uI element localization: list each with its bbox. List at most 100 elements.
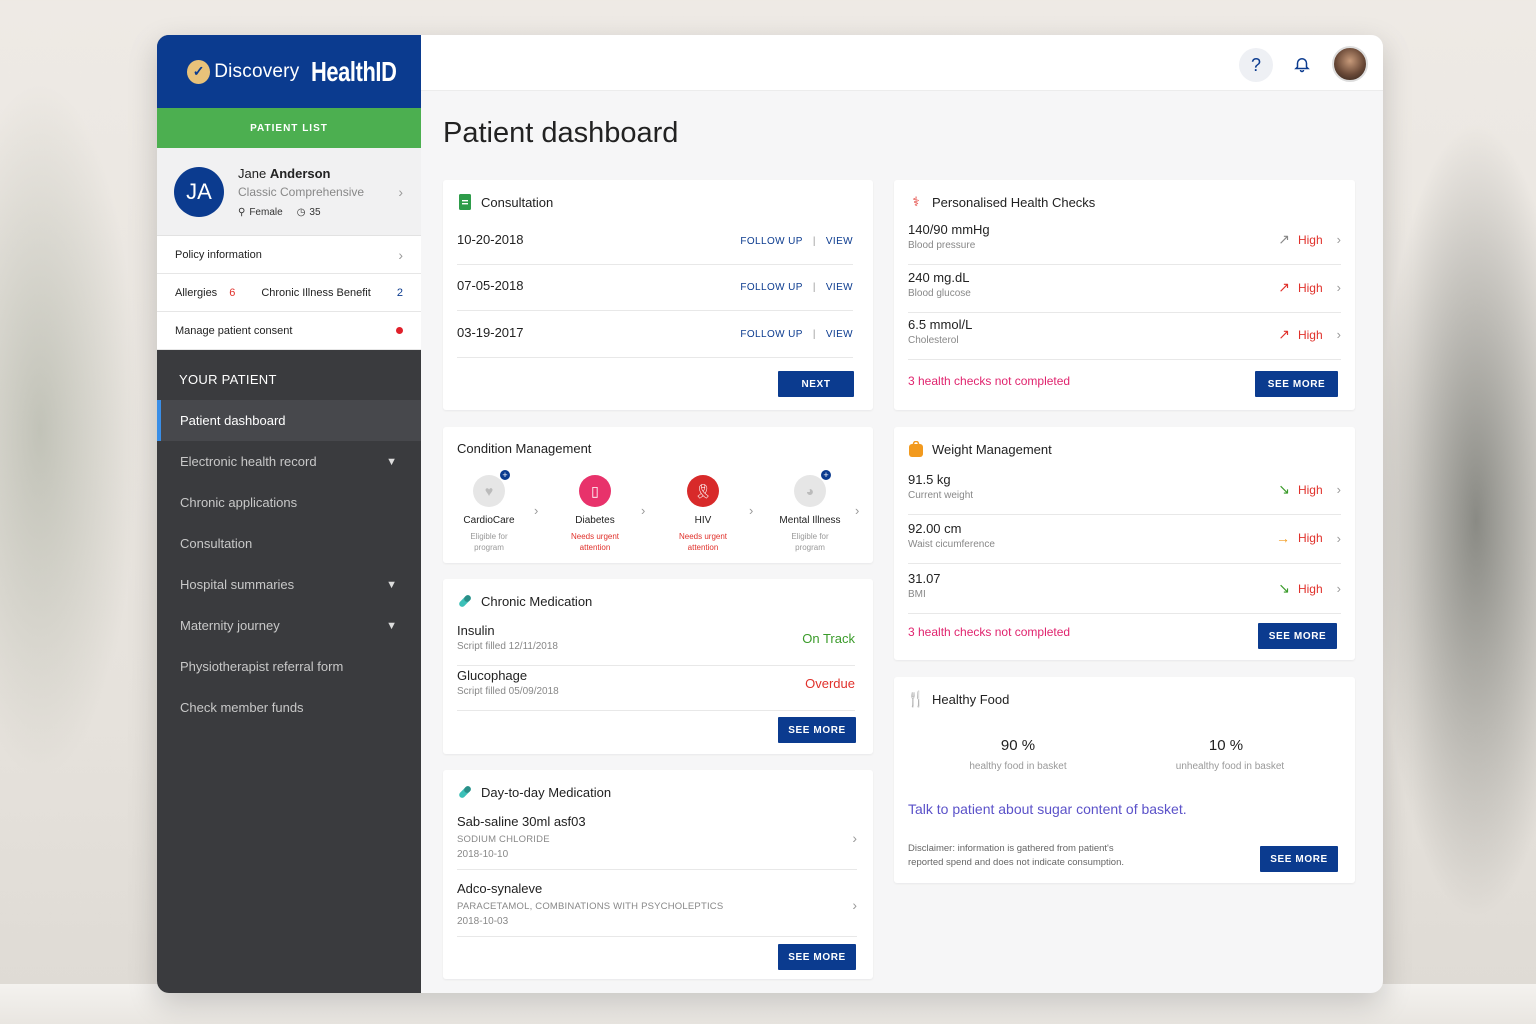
condition-title: Condition Management <box>457 441 592 456</box>
food-recommendation[interactable]: Talk to patient about sugar content of b… <box>908 801 1187 817</box>
patient-last-name: Anderson <box>269 165 331 181</box>
plus-icon: + <box>820 469 832 481</box>
app-window: ✓ Discovery HealthID PATIENT LIST JA Jan… <box>157 35 1383 993</box>
chevron-right-icon: › <box>1336 530 1341 546</box>
condition-cardiocare[interactable]: ♥ + CardioCare Eligible for program <box>443 469 535 553</box>
stethoscope-icon: ⚕ <box>912 194 920 209</box>
see-more-button[interactable]: SEE MORE <box>1255 371 1338 397</box>
brand-header[interactable]: ✓ Discovery HealthID <box>157 35 421 108</box>
view-link[interactable]: VIEW <box>825 236 853 247</box>
trend-down-icon: ↘ <box>1278 481 1290 497</box>
disclaimer-line: Disclaimer: information is gathered from… <box>908 843 1114 854</box>
status-text: High <box>1297 482 1323 497</box>
pill-icon <box>457 784 473 800</box>
nav-item-physiotherapist-referral[interactable]: Physiotherapist referral form <box>180 659 344 674</box>
weight-row[interactable]: 91.5 kg Current weight ↘ High › <box>908 468 1341 515</box>
document-icon <box>457 194 473 210</box>
follow-up-link[interactable]: FOLLOW UP <box>740 282 803 293</box>
see-more-button[interactable]: SEE MORE <box>778 944 856 970</box>
nav-item-consultation[interactable]: Consultation <box>180 536 253 551</box>
chevron-right-icon: › <box>852 897 857 913</box>
weight-label: BMI <box>908 589 926 600</box>
weight-value: 91.5 kg <box>908 472 951 487</box>
view-link[interactable]: VIEW <box>825 282 853 293</box>
allergies-chronic-row: Allergies 6 Chronic Illness Benefit 2 <box>157 274 421 312</box>
weight-label: Waist cicumference <box>908 539 995 550</box>
medication-row[interactable]: Adco-synaleve PARACETAMOL, COMBINATIONS … <box>457 881 857 937</box>
health-checks-not-completed[interactable]: 3 health checks not completed <box>908 374 1071 388</box>
nav-item-check-member-funds[interactable]: Check member funds <box>180 700 304 715</box>
status-text: High <box>1297 232 1323 247</box>
medication-name: Adco-synaleve <box>457 881 543 896</box>
condition-status-line: program <box>474 543 504 552</box>
medication-row[interactable]: Sab-saline 30ml asf03 SODIUM CHLORIDE 20… <box>457 814 857 870</box>
nav-item-patient-dashboard[interactable]: Patient dashboard <box>157 400 421 441</box>
see-more-button[interactable]: SEE MORE <box>1260 846 1338 872</box>
chronic-benefit-link[interactable]: Chronic Illness Benefit 2 <box>261 287 403 299</box>
patient-age: 35 <box>309 206 321 218</box>
condition-mental-illness[interactable]: ◕ + Mental Illness Eligible for program <box>764 469 856 553</box>
alert-dot <box>396 327 403 334</box>
follow-up-link[interactable]: FOLLOW UP <box>740 236 803 247</box>
condition-diabetes[interactable]: ▯ Diabetes Needs urgent attention <box>549 475 641 553</box>
follow-up-link[interactable]: FOLLOW UP <box>740 329 803 340</box>
chevron-right-icon: › <box>1336 327 1341 342</box>
weight-label: Current weight <box>908 490 974 501</box>
help-icon[interactable]: ? <box>1239 48 1273 82</box>
card-title: Chronic Medication <box>457 593 592 609</box>
consultation-date: 10-20-2018 <box>457 232 524 247</box>
weight-row[interactable]: 92.00 cm Waist cicumference → High › <box>908 517 1341 564</box>
chevron-right-icon: › <box>749 503 754 518</box>
allergies-count: 6 <box>229 286 236 299</box>
card-title: Condition Management <box>457 441 591 456</box>
view-link[interactable]: VIEW <box>825 329 853 340</box>
medication-ingredient: PARACETAMOL, COMBINATIONS WITH PSYCHOLEP… <box>457 901 724 912</box>
condition-status: Eligible for program <box>443 531 535 553</box>
see-more-button[interactable]: SEE MORE <box>778 717 856 743</box>
medication-name: Sab-saline 30ml asf03 <box>457 814 586 829</box>
health-check-row[interactable]: 240 mg.dL Blood glucose ↗ High › <box>908 266 1341 313</box>
unhealthy-food-percent: 10 % <box>1208 737 1244 754</box>
patient-gender: Female <box>249 206 283 218</box>
weight-not-completed[interactable]: 3 health checks not completed <box>908 625 1071 639</box>
nav-heading: YOUR PATIENT <box>179 372 277 387</box>
patient-card[interactable]: JA Jane Anderson Classic Comprehensive ⚲… <box>157 148 421 236</box>
condition-status: Needs urgent attention <box>657 531 749 553</box>
allergies-label: Allergies <box>175 286 218 299</box>
allergies-link[interactable]: Allergies 6 <box>175 287 235 299</box>
weight-value: 92.00 cm <box>908 521 962 536</box>
nav-label: Electronic health record <box>180 454 317 469</box>
consultation-date: 07-05-2018 <box>457 278 524 293</box>
patient-avatar: JA <box>174 166 224 217</box>
weight-row[interactable]: 31.07 BMI ↘ High › <box>908 567 1341 614</box>
health-checks-card: ⚕ Personalised Health Checks 140/90 mmHg… <box>894 180 1355 410</box>
condition-hiv[interactable]: 🎗 HIV Needs urgent attention <box>657 475 749 553</box>
day-to-day-medication-title: Day-to-day Medication <box>481 784 612 800</box>
nav-item-chronic-applications[interactable]: Chronic applications <box>180 495 298 510</box>
healthy-food-title: Healthy Food <box>932 691 1010 707</box>
notification-bell-icon[interactable] <box>1291 53 1313 75</box>
nav-item-maternity-journey[interactable]: Maternity journey ▼ <box>157 605 421 646</box>
patient-list-button[interactable]: PATIENT LIST <box>157 108 421 148</box>
condition-status-line: program <box>795 543 825 552</box>
health-check-row[interactable]: 6.5 mmol/L Cholesterol ↗ High › <box>908 313 1341 360</box>
chevron-right-icon: › <box>1336 280 1341 295</box>
next-button[interactable]: NEXT <box>778 371 854 397</box>
see-more-button[interactable]: SEE MORE <box>1258 623 1337 649</box>
policy-information-label: Policy information <box>175 248 262 261</box>
nav-item-hospital-summaries[interactable]: Hospital summaries ▼ <box>157 564 421 605</box>
healthy-food-percent: 90 % <box>1000 737 1036 754</box>
user-avatar[interactable] <box>1332 46 1368 82</box>
medication-row[interactable]: Glucophage Script filled 05/09/2018 Over… <box>457 666 855 711</box>
manage-consent-row[interactable]: Manage patient consent <box>157 312 421 350</box>
chevron-right-icon: › <box>398 246 403 263</box>
health-check-row[interactable]: 140/90 mmHg Blood pressure ↗ High › <box>908 218 1341 265</box>
policy-information-row[interactable]: Policy information › <box>157 236 421 274</box>
weight-scale-icon <box>908 441 924 457</box>
consultation-title: Consultation <box>481 194 554 210</box>
status-text: High <box>1297 280 1323 295</box>
location-pin-icon: ⚲ <box>238 206 246 218</box>
chevron-right-icon: › <box>398 184 403 200</box>
nav-item-electronic-health-record[interactable]: Electronic health record ▼ <box>157 441 421 482</box>
medication-row[interactable]: Insulin Script filled 12/11/2018 On Trac… <box>457 621 855 666</box>
